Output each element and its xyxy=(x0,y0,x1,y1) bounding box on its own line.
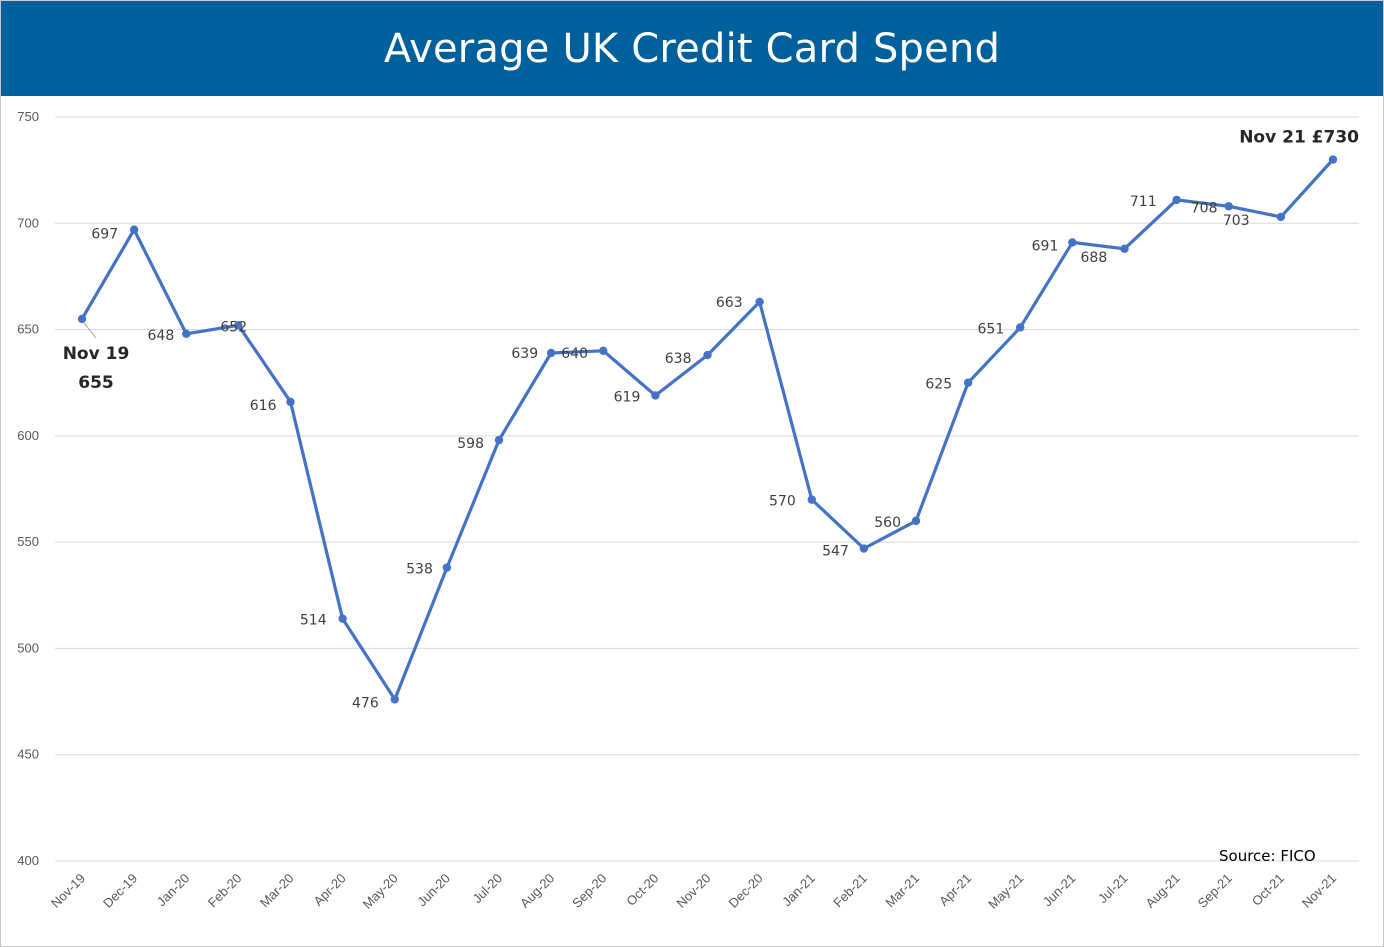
callout-first-line1: Nov 19 xyxy=(63,344,130,364)
y-tick-label: 550 xyxy=(17,534,39,549)
x-tick-label: Mar-20 xyxy=(257,871,297,911)
data-label: 648 xyxy=(148,328,175,344)
x-tick-label: Nov-21 xyxy=(1299,871,1339,911)
line-chart: 400 450 500 550 600 650 700 750 Nov-19 Dec-19 Jan-… xyxy=(17,109,1359,912)
x-tick-label: Aug-20 xyxy=(517,871,557,911)
data-point xyxy=(129,225,139,234)
x-tick-label: Jan-21 xyxy=(779,871,818,910)
data-label: 570 xyxy=(769,494,796,510)
data-point xyxy=(1016,323,1025,332)
x-tick-label: Jul-20 xyxy=(469,871,505,907)
data-point xyxy=(494,435,504,445)
data-point xyxy=(390,695,399,704)
data-point xyxy=(77,314,87,324)
data-label: 688 xyxy=(1081,250,1108,266)
callout-leader xyxy=(83,322,97,339)
y-tick-label: 650 xyxy=(17,322,39,337)
data-label: 476 xyxy=(352,695,379,711)
callout-last: Nov 21 £730 xyxy=(1239,128,1359,148)
data-point xyxy=(1120,244,1129,253)
data-label: 514 xyxy=(300,613,327,629)
data-label: 691 xyxy=(1032,238,1059,254)
data-label: 538 xyxy=(406,562,433,578)
x-tick-label: Dec-19 xyxy=(100,871,140,911)
data-label: 697 xyxy=(91,227,118,243)
x-tick-label: May-20 xyxy=(360,871,401,912)
y-tick-label: 450 xyxy=(17,747,39,762)
data-point xyxy=(182,329,191,339)
data-point xyxy=(911,516,921,526)
data-point xyxy=(807,495,816,504)
series-line xyxy=(80,158,1335,702)
x-tick-label: Dec-20 xyxy=(725,871,765,911)
data-point xyxy=(442,563,452,572)
x-tick-label: Feb-21 xyxy=(830,871,870,911)
data-point xyxy=(1224,202,1233,211)
x-tick-label: Nov-19 xyxy=(48,871,88,911)
x-tick-label: Sep-21 xyxy=(1195,871,1235,911)
x-tick-label: Jul-21 xyxy=(1095,871,1131,907)
data-point xyxy=(546,348,556,358)
data-label: 639 xyxy=(511,346,538,362)
y-tick-label: 400 xyxy=(17,853,39,868)
data-label: 560 xyxy=(874,515,901,531)
data-point xyxy=(599,346,608,356)
x-tick-label: Oct-21 xyxy=(1249,871,1287,909)
data-point xyxy=(1068,238,1077,247)
data-label: 663 xyxy=(716,295,743,311)
data-point xyxy=(234,321,243,330)
data-label: 598 xyxy=(457,436,484,452)
data-point xyxy=(286,397,295,407)
x-tick-label: Mar-21 xyxy=(882,871,922,911)
data-point xyxy=(963,378,973,387)
data-label: 640 xyxy=(561,346,588,362)
x-tick-label: Feb-20 xyxy=(205,871,245,911)
data-label: 711 xyxy=(1130,194,1157,210)
data-label: 619 xyxy=(614,389,641,405)
x-tick-label: Apr-21 xyxy=(936,871,974,909)
title-bar: Average UK Credit Card Spend xyxy=(1,1,1383,96)
callout-first-line2: 655 xyxy=(78,373,114,393)
x-tick-label: Aug-21 xyxy=(1142,871,1182,911)
y-tick-label: 500 xyxy=(17,640,39,655)
data-point xyxy=(859,544,869,553)
data-point xyxy=(651,391,660,400)
y-tick-label: 750 xyxy=(17,109,39,124)
x-tick-label: Sep-20 xyxy=(569,871,609,911)
data-point xyxy=(1276,212,1286,222)
data-label: 638 xyxy=(665,351,692,367)
x-tick-label: Jan-20 xyxy=(154,871,193,910)
data-label: 651 xyxy=(978,321,1005,337)
chart-title: Average UK Credit Card Spend xyxy=(383,25,1001,72)
x-tick-label: Jun-20 xyxy=(414,871,453,910)
data-point xyxy=(703,350,712,360)
data-point xyxy=(1328,155,1338,164)
y-tick-label: 700 xyxy=(17,215,39,230)
data-label: 703 xyxy=(1223,213,1250,229)
data-point xyxy=(338,614,347,623)
y-tick-label: 600 xyxy=(17,428,39,443)
data-label: 708 xyxy=(1191,200,1218,216)
x-tick-label: May-21 xyxy=(985,871,1026,912)
data-point xyxy=(1172,195,1181,205)
x-tick-label: Nov-20 xyxy=(673,871,713,911)
data-label: 652 xyxy=(220,319,247,335)
x-tick-label: Apr-20 xyxy=(311,871,349,909)
data-label: 616 xyxy=(250,398,277,414)
x-tick-label: Oct-20 xyxy=(623,871,661,909)
data-label: 547 xyxy=(822,544,849,560)
data-label: 625 xyxy=(925,377,952,393)
source-note: Source: FICO xyxy=(1219,847,1316,865)
data-point xyxy=(755,297,764,307)
x-tick-label: Jun-21 xyxy=(1040,871,1079,910)
